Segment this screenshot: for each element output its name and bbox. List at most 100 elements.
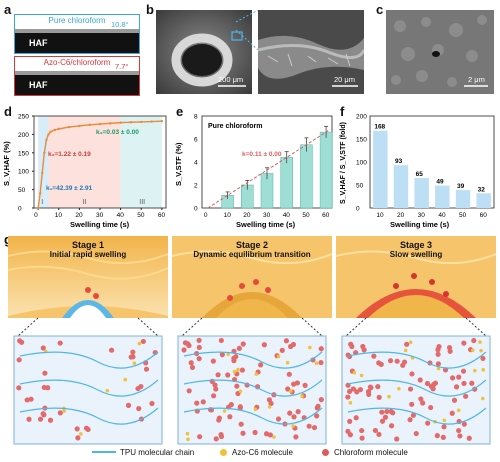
data-point-d xyxy=(53,128,56,132)
y-tick-label-d: 0 xyxy=(18,206,22,213)
chloroform-molecule xyxy=(387,358,394,364)
x-tick-label-f-50: 50 xyxy=(459,212,467,219)
chain-icon xyxy=(92,451,116,453)
chloroform-molecule xyxy=(196,356,202,362)
chloroform-molecule xyxy=(306,423,312,429)
panel-label-a: a xyxy=(4,2,12,17)
chloroform-molecule xyxy=(318,397,324,403)
chloroform-molecule xyxy=(136,405,142,412)
x-tick-label-d: 40 xyxy=(117,212,125,219)
y-tick-label-f: 100 xyxy=(356,160,367,167)
chloroform-molecule xyxy=(413,430,419,437)
y-tick-label-e: 6 xyxy=(194,137,198,144)
x-tick-label-e: 10 xyxy=(224,212,232,219)
azo-c6-molecule xyxy=(132,361,137,366)
azo-c6-molecule xyxy=(236,367,240,372)
chloroform-molecule xyxy=(359,427,365,434)
data-point-d xyxy=(49,130,52,134)
bar-e-50 xyxy=(300,144,313,209)
azo-c6-molecule xyxy=(226,352,230,357)
y-tick-label-f: 200 xyxy=(356,114,367,121)
chloroform-molecule xyxy=(240,430,246,436)
stage-3-panel xyxy=(335,236,497,446)
chloroform-molecule xyxy=(261,342,267,348)
chloroform-molecule xyxy=(212,382,218,388)
data-point-d xyxy=(129,121,133,124)
chloroform-molecule xyxy=(451,397,458,403)
contact-angle-title-azo: Azo-C6/chloroform xyxy=(43,58,111,67)
azo-c6-molecule xyxy=(308,345,312,350)
chloroform-molecule xyxy=(456,427,462,434)
chloroform-molecule xyxy=(367,384,373,390)
chloroform-molecule xyxy=(26,416,32,422)
chloroform-molecule xyxy=(480,355,486,362)
chloroform-molecule xyxy=(125,402,132,408)
panel-label-d: d xyxy=(4,104,12,119)
chloroform-molecule xyxy=(28,396,34,402)
azo-c6-molecule xyxy=(276,354,281,359)
chloroform-molecule xyxy=(410,412,416,418)
stage-3-desc: Slow swelling xyxy=(389,250,443,259)
chloroform-molecule xyxy=(283,338,290,344)
azo-c6-molecule xyxy=(387,394,391,399)
chloroform-molecule xyxy=(349,343,355,350)
chloroform-molecule xyxy=(186,342,192,349)
azo-c6-molecule xyxy=(137,341,142,346)
azo-c6-molecule xyxy=(352,370,357,375)
chloroform-molecule xyxy=(228,402,234,408)
chloroform-molecule xyxy=(287,343,294,350)
panel-label-e: e xyxy=(176,104,184,119)
zoom-connector-lines xyxy=(235,10,259,50)
tpu-chain xyxy=(183,407,323,425)
chloroform-molecule xyxy=(216,417,222,423)
x-tick-label-d: 30 xyxy=(96,212,104,219)
chloroform-molecule xyxy=(418,396,424,402)
chloroform-molecule xyxy=(302,382,308,388)
chloroform-molecule xyxy=(350,386,357,392)
legend-label-chloroform: Chloroform molecule xyxy=(334,448,408,457)
x-tick-label-f-30: 30 xyxy=(418,212,426,219)
x-tick-label-e: 60 xyxy=(322,212,330,219)
chloroform-molecule xyxy=(372,427,379,434)
panel-label-c: c xyxy=(376,2,384,17)
x-tick-label-d: 10 xyxy=(55,212,63,219)
azo-c6-molecule xyxy=(480,396,485,401)
chloroform-molecule xyxy=(435,347,441,353)
chloroform-molecule xyxy=(138,383,144,390)
sem-image-zoom: 20 μm xyxy=(258,10,364,94)
chloroform-molecule xyxy=(379,418,386,424)
y-tick-label-e: 2 xyxy=(194,183,198,190)
azo-c6-molecule xyxy=(473,368,477,373)
chloroform-molecule xyxy=(384,408,390,415)
stage-illustrations: Stage 1 Initial rapid swelling Stage 2 D… xyxy=(7,236,497,446)
angle-value-azo: 7.7° xyxy=(115,62,129,71)
fit-annotation-d-3: k₁=42.39 ± 2.91 xyxy=(46,185,93,192)
chloroform-molecule xyxy=(435,361,442,367)
chloroform-molecule xyxy=(189,364,196,371)
chloroform-molecule xyxy=(454,384,460,390)
chloroform-molecule xyxy=(186,388,192,394)
y-tick-label-e: 4 xyxy=(194,160,198,167)
x-tick-label-d: 60 xyxy=(158,212,166,219)
chloroform-molecule xyxy=(466,435,472,441)
azo-c6-molecule xyxy=(456,408,461,413)
x-axis-label-e: Swelling time (s) xyxy=(236,220,296,229)
fit-annotation-e: k=0.11 ± 0.00 xyxy=(242,151,282,158)
bar-value-label-f-20: 93 xyxy=(395,158,403,165)
bar-f-10 xyxy=(373,130,388,208)
region-2 xyxy=(48,116,121,208)
chloroform-molecule xyxy=(354,389,360,395)
tpu-chain xyxy=(183,379,323,397)
x-tick-label-d: 20 xyxy=(75,212,83,219)
azo-c6-molecule xyxy=(238,389,243,394)
chloroform-molecule xyxy=(130,349,136,355)
azo-c6-molecule xyxy=(397,386,401,391)
azo-c6-molecule xyxy=(185,431,190,436)
bar-e-60 xyxy=(319,131,333,209)
chloroform-molecule xyxy=(291,414,297,420)
chloroform-molecule xyxy=(258,362,264,368)
chloroform-molecule xyxy=(469,380,475,386)
tpu-chain xyxy=(347,379,487,397)
azo-c6-molecule xyxy=(105,388,110,393)
chloroform-molecule xyxy=(213,436,219,442)
